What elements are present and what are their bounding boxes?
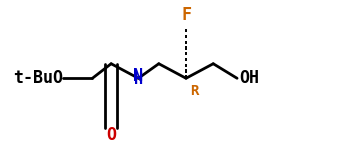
Text: N: N: [134, 67, 144, 85]
Text: R: R: [190, 84, 199, 98]
Text: H: H: [134, 72, 143, 87]
Text: t-BuO: t-BuO: [13, 69, 63, 87]
Text: F: F: [181, 6, 191, 24]
Text: O: O: [106, 126, 116, 144]
Text: OH: OH: [239, 69, 259, 87]
